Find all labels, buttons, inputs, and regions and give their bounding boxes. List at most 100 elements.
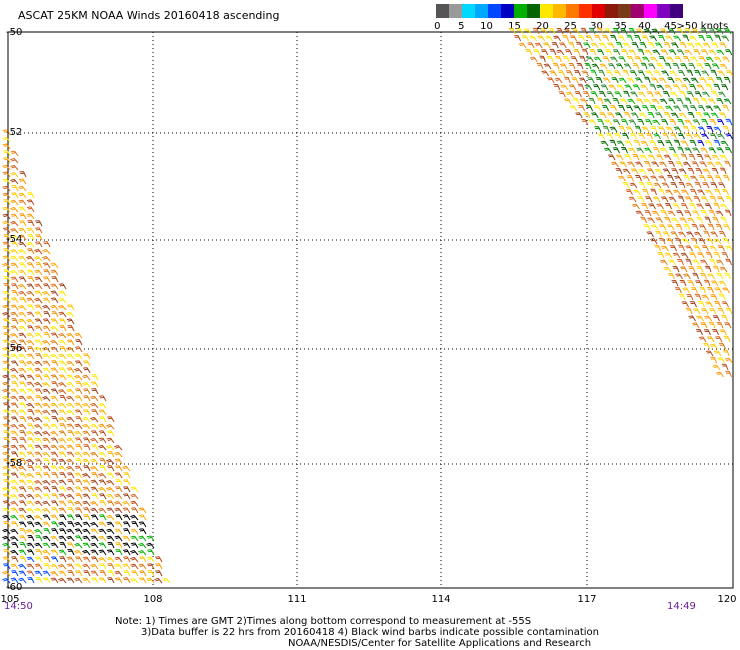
wind-barb <box>722 125 730 133</box>
wind-barb <box>66 332 75 339</box>
wind-barb <box>712 265 720 273</box>
wind-barb <box>610 105 618 112</box>
wind-barb <box>699 161 707 168</box>
wind-barb <box>696 203 704 210</box>
lat-label-52: -52 <box>6 127 23 138</box>
wind-barb <box>67 507 75 514</box>
wind-barb <box>26 290 35 297</box>
wind-barb <box>122 514 131 521</box>
wind-barb <box>66 437 75 444</box>
wind-barb <box>682 34 690 42</box>
wind-barb <box>10 507 19 514</box>
wind-barb <box>2 171 11 178</box>
wind-barb <box>713 350 722 357</box>
wind-barb <box>90 402 99 409</box>
wind-barb <box>19 430 27 437</box>
wind-barb <box>42 451 51 458</box>
wind-barb <box>11 570 19 577</box>
wind-barb <box>75 416 83 423</box>
wind-barb <box>646 181 654 189</box>
wind-barb <box>58 465 67 472</box>
wind-barb <box>667 77 675 84</box>
wind-barb <box>652 196 661 203</box>
wind-barb <box>18 325 27 332</box>
wind-barb <box>82 458 91 465</box>
wind-barb <box>58 564 67 570</box>
wind-barb <box>82 563 91 570</box>
wind-barb <box>2 347 11 353</box>
wind-barb <box>671 217 679 224</box>
wind-barb <box>18 507 27 514</box>
wind-barb <box>624 84 633 91</box>
wind-barb <box>651 28 660 35</box>
wind-barb <box>700 322 708 329</box>
wind-barb <box>705 189 713 196</box>
wind-barb <box>18 206 27 213</box>
wind-barb <box>677 70 686 77</box>
wind-barb <box>609 126 618 133</box>
wind-barb <box>58 290 67 297</box>
wind-barb <box>19 360 27 367</box>
wind-barb <box>651 210 660 217</box>
wind-barb <box>98 402 107 409</box>
wind-barb <box>90 507 99 514</box>
wind-barb <box>26 269 35 276</box>
wind-barb <box>18 577 27 584</box>
wind-barb <box>710 280 719 287</box>
wind-barb <box>50 542 59 549</box>
wind-barb <box>722 238 730 245</box>
wind-barb <box>34 297 43 304</box>
wind-barb <box>82 402 91 409</box>
wind-barb <box>694 91 702 98</box>
wind-barb <box>716 98 724 105</box>
wind-barb <box>42 514 51 521</box>
wind-barb <box>630 132 637 140</box>
wind-barb <box>665 105 674 112</box>
wind-barb <box>690 77 699 84</box>
wind-barb <box>99 514 107 521</box>
wind-barb <box>638 181 646 189</box>
wind-barb <box>651 161 659 168</box>
wind-barb <box>66 339 75 346</box>
wind-barb <box>543 42 551 49</box>
wind-barb <box>50 262 59 269</box>
wind-barb <box>723 349 730 357</box>
wind-barb <box>106 472 115 479</box>
wind-barb <box>34 493 43 500</box>
wind-barb <box>2 528 11 535</box>
wind-barb <box>720 140 729 147</box>
wind-barb <box>508 27 516 35</box>
wind-barb <box>51 458 59 465</box>
wind-barb <box>114 458 123 465</box>
wind-barb <box>74 367 83 374</box>
wind-barb <box>626 175 634 182</box>
wind-barb <box>622 181 630 189</box>
wind-barb <box>19 213 27 220</box>
wind-barb <box>50 444 59 451</box>
wind-barb <box>10 269 19 276</box>
wind-barb <box>675 161 683 168</box>
wind-barb <box>713 126 722 133</box>
wind-barb <box>556 28 564 35</box>
wind-barb <box>602 105 610 112</box>
wind-barb <box>58 332 67 339</box>
wind-barb <box>147 570 155 577</box>
wind-barb <box>83 395 91 402</box>
wind-barb <box>91 430 99 437</box>
wind-barb <box>644 49 653 56</box>
wind-barb <box>66 556 75 563</box>
wind-barb <box>18 374 27 381</box>
wind-barb <box>11 241 19 248</box>
wind-barb <box>98 535 107 542</box>
wind-barb <box>714 175 722 182</box>
wind-barb <box>10 360 19 367</box>
wind-barb <box>679 217 687 224</box>
wind-barb <box>18 311 27 318</box>
wind-barb <box>650 126 658 133</box>
wind-barb <box>686 91 694 98</box>
wind-barb <box>642 175 650 182</box>
wind-barb <box>657 252 665 259</box>
wind-barb <box>710 231 718 238</box>
wind-barb <box>719 343 726 350</box>
wind-barb <box>91 374 99 381</box>
